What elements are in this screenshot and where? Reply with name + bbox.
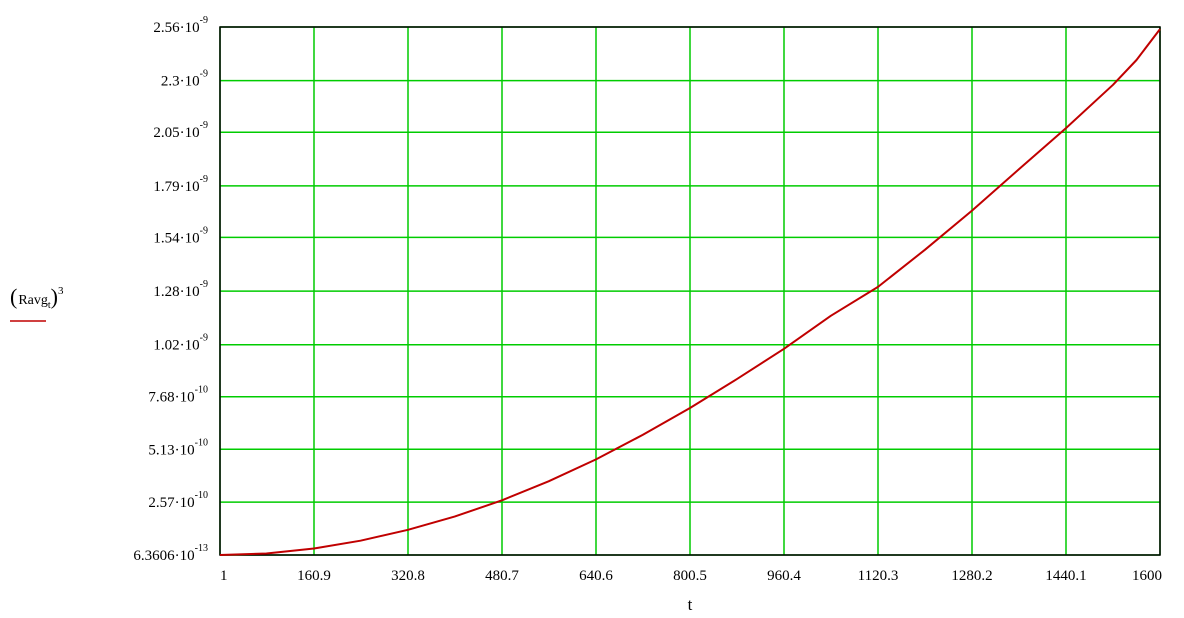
y-tick-label: 2.05·10-9 bbox=[153, 120, 208, 141]
x-tick-label: 1 bbox=[220, 568, 228, 584]
x-tick-label: 160.9 bbox=[297, 568, 331, 584]
x-tick-label: 1600 bbox=[1132, 568, 1162, 584]
series-line bbox=[219, 28, 1161, 556]
x-tick-label: 320.8 bbox=[391, 568, 425, 584]
y-label-subscript: t bbox=[48, 300, 51, 311]
grid bbox=[219, 26, 1161, 556]
x-tick-label: 800.5 bbox=[673, 568, 707, 584]
y-tick-label: 1.02·10-9 bbox=[153, 333, 208, 354]
y-label-close-paren: ) bbox=[51, 284, 58, 309]
y-tick-labels: 6.3606·10-13 2.57·10-10 5.13·10-10 7.68·10-… bbox=[133, 15, 208, 564]
y-label-base: Ravg bbox=[18, 293, 48, 308]
y-label-open-paren: ( bbox=[10, 284, 17, 309]
x-tick-label: 960.4 bbox=[767, 568, 801, 584]
y-tick-label: 5.13·10-10 bbox=[148, 437, 208, 458]
y-axis-label: (Ravgt)3 bbox=[10, 284, 64, 322]
y-tick-label: 2.57·10-10 bbox=[148, 490, 208, 511]
y-tick-label: 2.56·10-9 bbox=[153, 15, 208, 36]
x-tick-label: 1280.2 bbox=[951, 568, 992, 584]
y-tick-label: 2.3·10-9 bbox=[161, 69, 208, 90]
x-tick-label: 480.7 bbox=[485, 568, 519, 584]
y-label-power: 3 bbox=[58, 285, 64, 297]
plot-frame bbox=[219, 26, 1161, 556]
x-tick-label: 1120.3 bbox=[858, 568, 899, 584]
y-tick-label: 1.79·10-9 bbox=[153, 174, 208, 195]
x-tick-label: 640.6 bbox=[579, 568, 613, 584]
x-axis-label: t bbox=[688, 595, 693, 614]
x-tick-labels: 1 160.9 320.8 480.7 640.6 800.5 960.4 1120.3 128… bbox=[220, 568, 1162, 584]
x-tick-label: 1440.1 bbox=[1045, 568, 1086, 584]
y-tick-label: 6.3606·10-13 bbox=[133, 543, 208, 564]
y-tick-label: 7.68·10-10 bbox=[148, 385, 208, 406]
svg-text:(Ravgt)3: (Ravgt)3 bbox=[10, 284, 64, 311]
y-tick-label: 1.54·10-9 bbox=[153, 225, 208, 246]
series-layer bbox=[219, 28, 1161, 556]
y-tick-label: 1.28·10-9 bbox=[153, 279, 208, 300]
